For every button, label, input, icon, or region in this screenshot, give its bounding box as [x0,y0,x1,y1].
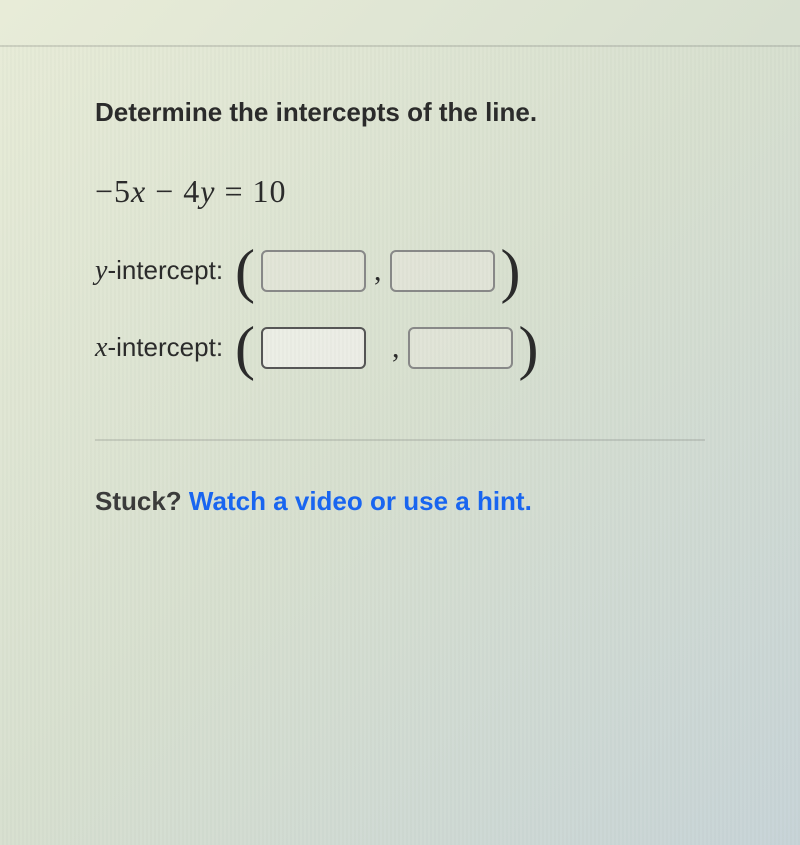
close-paren-icon: ) [501,253,521,289]
var-x: x [131,173,146,209]
bottom-divider [95,439,705,441]
use-hint-link[interactable]: use a hint [403,486,524,516]
watch-video-link[interactable]: Watch a video [189,486,363,516]
y-var-label: y [95,255,107,286]
y-intercept-inputs: ( , ) [235,250,520,292]
comma-separator: , [390,331,402,365]
coef1: −5 [95,173,131,209]
open-paren-icon: ( [235,330,255,366]
x-intercept-text: -intercept: [107,332,223,362]
y-intercept-text: -intercept: [107,255,223,285]
op-minus: − [146,173,183,209]
stuck-text: Stuck? [95,486,189,516]
coef2: 4 [183,173,200,209]
y-intercept-row: y-intercept: ( , ) [95,250,705,292]
period: . [525,486,532,516]
open-paren-icon: ( [235,253,255,289]
question-content: Determine the intercepts of the line. −5… [0,47,800,517]
help-row: Stuck? Watch a video or use a hint. [95,486,705,517]
eq-sign: = [216,173,253,209]
x-intercept-x-input[interactable] [261,327,366,369]
x-intercept-inputs: ( , ) [235,327,538,369]
close-paren-icon: ) [519,330,539,366]
y-intercept-x-input[interactable] [261,250,366,292]
equation-display: −5x − 4y = 10 [95,173,705,210]
y-intercept-y-input[interactable] [390,250,495,292]
question-title: Determine the intercepts of the line. [95,97,705,128]
var-y: y [200,173,215,209]
y-intercept-label: y-intercept: [95,255,223,287]
x-intercept-y-input[interactable] [408,327,513,369]
x-var-label: x [95,332,107,363]
or-text: or [363,486,403,516]
cursor-icon [382,335,384,361]
comma-separator: , [372,254,384,288]
x-intercept-label: x-intercept: [95,332,223,364]
rhs: 10 [253,173,287,209]
x-intercept-row: x-intercept: ( , ) [95,327,705,369]
